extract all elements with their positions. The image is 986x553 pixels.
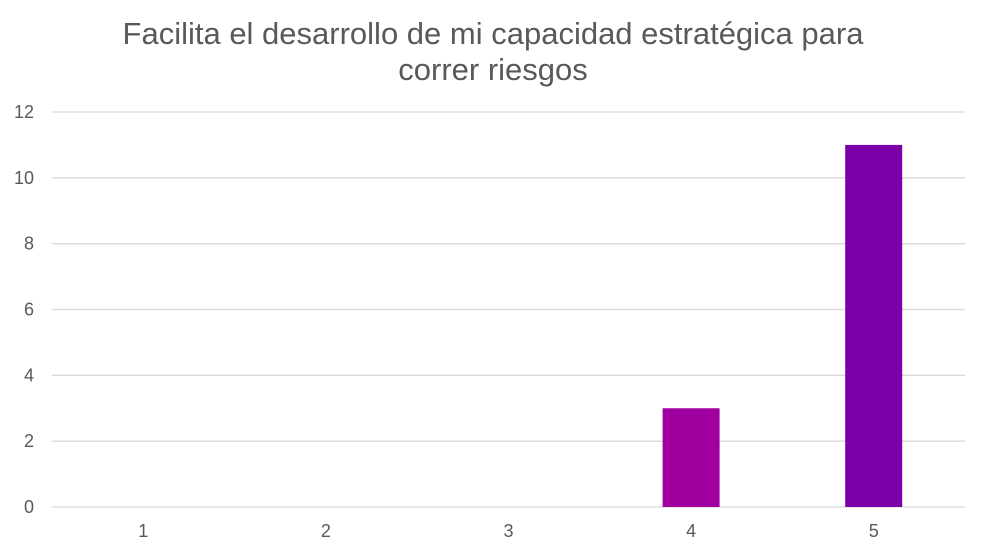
chart-title-line-2: correr riesgos [398,52,588,87]
y-tick-label-2: 2 [24,431,34,451]
chart-title-line-1: Facilita el desarrollo de mi capacidad e… [122,16,864,51]
y-tick-label-4: 4 [24,365,34,385]
y-tick-label-8: 8 [24,234,34,254]
x-tick-label-2: 2 [321,521,331,541]
x-tick-label-5: 5 [869,521,879,541]
y-tick-label-12: 12 [14,102,34,122]
x-tick-label-1: 1 [138,521,148,541]
x-tick-label-3: 3 [503,521,513,541]
bar-5 [845,144,903,507]
y-tick-label-6: 6 [24,300,34,320]
x-tick-label-4: 4 [686,521,696,541]
bar-4 [662,408,720,507]
y-tick-label-10: 10 [14,168,34,188]
chart-title: Facilita el desarrollo de mi capacidad e… [93,16,893,88]
y-tick-label-0: 0 [24,497,34,517]
